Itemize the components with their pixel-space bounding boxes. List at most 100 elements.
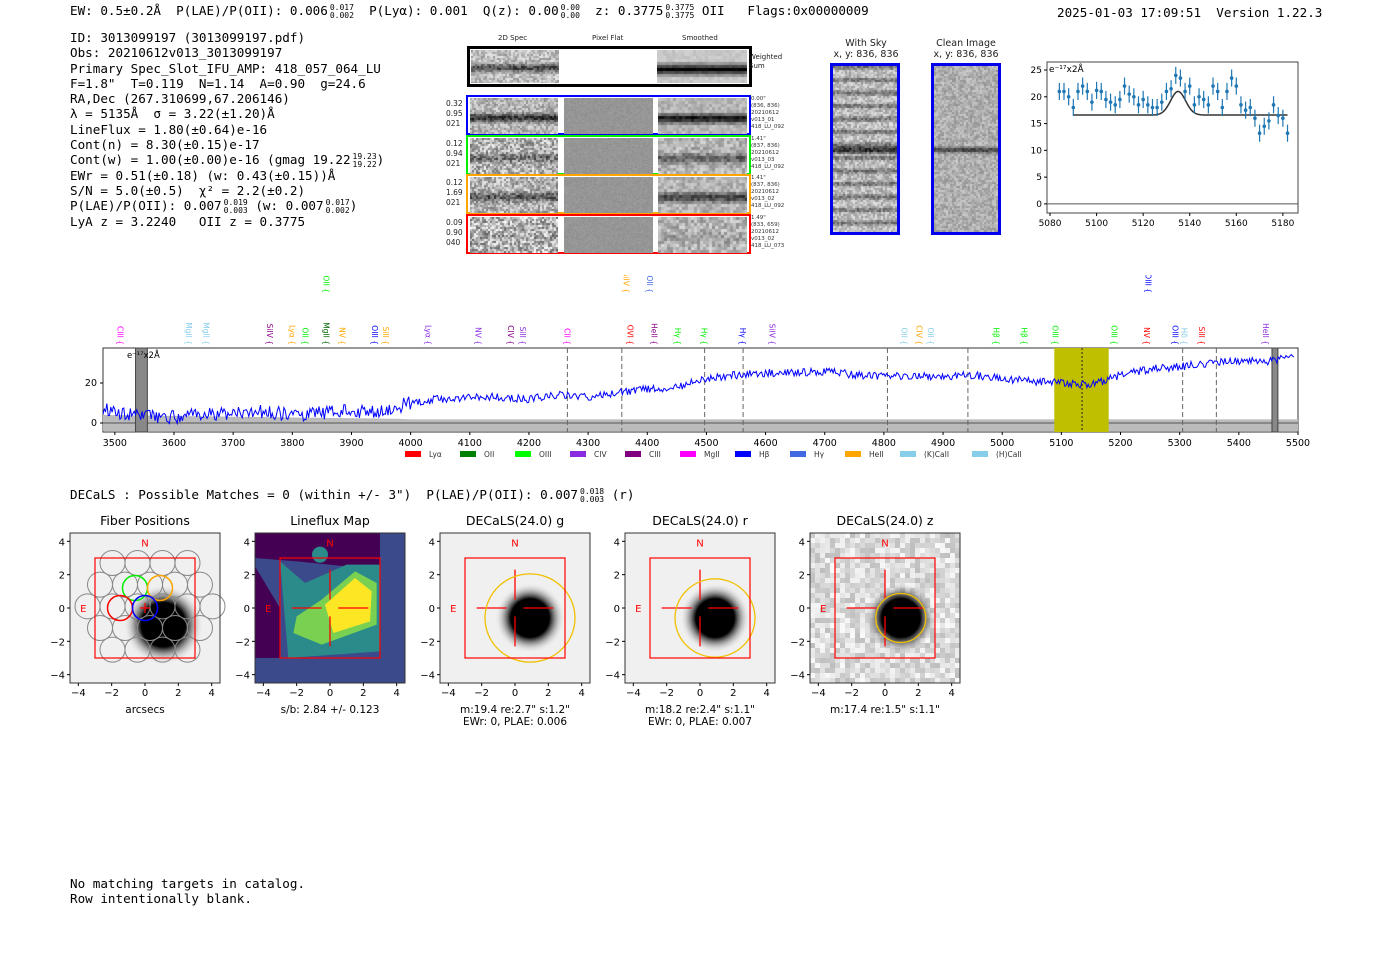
north-label: N	[881, 538, 888, 549]
pixel	[845, 633, 850, 638]
pixel	[955, 598, 960, 603]
pixel	[850, 643, 855, 648]
pixel	[860, 633, 865, 638]
pixel	[935, 623, 940, 628]
pixel	[835, 628, 840, 633]
unit-label: e⁻¹⁷x2Å	[1049, 63, 1085, 75]
data-point	[1122, 84, 1127, 88]
pixel	[850, 648, 855, 653]
pixel	[885, 538, 890, 543]
pixel	[820, 653, 825, 658]
pixel	[810, 578, 815, 583]
pixel	[810, 648, 815, 653]
pixel	[925, 673, 930, 678]
legend-swatch	[972, 451, 988, 457]
pixel	[940, 583, 945, 588]
pixel	[865, 628, 870, 633]
pixel	[835, 663, 840, 668]
pixel	[955, 653, 960, 658]
pixel	[870, 673, 875, 678]
pixel	[950, 593, 955, 598]
pixel	[880, 563, 885, 568]
north-label: N	[326, 538, 333, 549]
pixel	[870, 588, 875, 593]
emission-line-label: OII {	[645, 276, 654, 293]
pixel	[935, 603, 940, 608]
pixel	[845, 638, 850, 643]
pixel	[865, 568, 870, 573]
pixel	[900, 563, 905, 568]
pixel	[870, 563, 875, 568]
pixel	[950, 673, 955, 678]
emission-line-label: Hγ {	[700, 328, 709, 345]
cutout-caption: arcsecs	[125, 704, 165, 716]
pixel	[845, 588, 850, 593]
pixel	[920, 548, 925, 553]
pixel	[860, 648, 865, 653]
pixel	[935, 593, 940, 598]
x-tick-label: 5000	[990, 438, 1014, 449]
pixel	[945, 553, 950, 558]
region-box	[94, 557, 196, 659]
pixel	[885, 658, 890, 663]
pixel	[925, 663, 930, 668]
pixel	[890, 668, 895, 673]
pixel	[820, 618, 825, 623]
pixel	[950, 658, 955, 663]
pixel	[880, 668, 885, 673]
legend-label: (H)CaII	[996, 450, 1022, 459]
map-region	[255, 533, 380, 617]
pixel	[940, 623, 945, 628]
pixel	[920, 558, 925, 563]
pixel	[840, 573, 845, 578]
x-tick-label: 5300	[1168, 438, 1192, 449]
data-point	[1057, 89, 1062, 94]
pixel	[810, 618, 815, 623]
pixel	[950, 668, 955, 673]
fiber-circle	[187, 615, 213, 641]
pixel	[820, 578, 825, 583]
pixel	[875, 548, 880, 553]
pixel	[840, 578, 845, 583]
z-lo: 0.3775	[665, 10, 695, 20]
pixel	[940, 633, 945, 638]
pixel	[905, 578, 910, 583]
y-tick-label: −2	[50, 637, 65, 648]
pixel	[825, 613, 830, 618]
pixel	[835, 578, 840, 583]
pixel	[855, 548, 860, 553]
pixel	[865, 533, 870, 538]
pixel	[900, 538, 905, 543]
pixel	[830, 548, 835, 553]
pixel	[955, 678, 960, 683]
emission-line-label: OII {	[322, 276, 331, 293]
pixel	[925, 548, 930, 553]
pixel	[920, 668, 925, 673]
pixel	[865, 668, 870, 673]
pixel	[840, 668, 845, 673]
pixel	[880, 678, 885, 683]
timestamp: 2025-01-03 17:09:51	[1057, 5, 1202, 20]
data-point	[1118, 97, 1122, 102]
pixel	[845, 538, 850, 543]
pixel	[920, 673, 925, 678]
pixel	[950, 563, 955, 568]
pixel	[860, 533, 865, 538]
cutout-caption: m:18.2 re:2.4" s:1.1"	[645, 704, 755, 716]
pixel	[820, 568, 825, 573]
info-primary: Primary Spec_Slot_IFU_AMP: 418_057_064_L…	[70, 60, 381, 76]
pixel	[945, 588, 950, 593]
pixel	[955, 553, 960, 558]
summary-band: (r)	[611, 487, 635, 502]
legend-label: OII	[484, 450, 494, 459]
pixel	[860, 583, 865, 588]
row-left-label: 0.09 0.90 040	[446, 217, 463, 247]
pixel	[830, 553, 835, 558]
pixel	[950, 598, 955, 603]
pixel	[855, 623, 860, 628]
plae-hi: 0.017	[329, 2, 354, 12]
data-point	[1127, 92, 1131, 96]
pixel	[920, 538, 925, 543]
pixel	[935, 558, 940, 563]
pixel	[810, 638, 815, 643]
